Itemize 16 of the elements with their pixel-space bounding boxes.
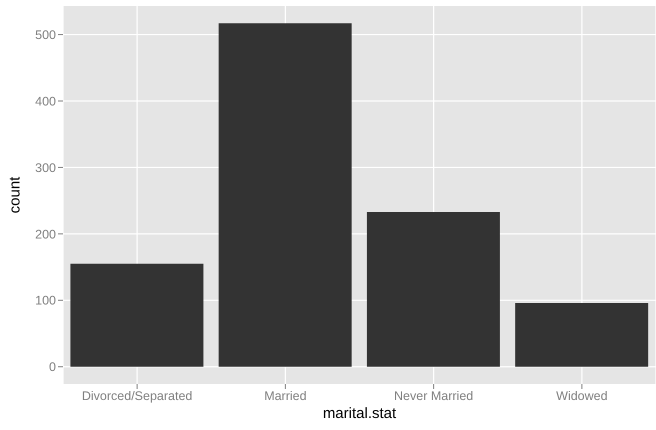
x-tick-label: Divorced/Separated [82,388,192,403]
bar [366,212,500,367]
bar [218,23,352,367]
y-tick-label: 300 [35,160,56,175]
bar [70,264,204,367]
y-tick-label: 100 [35,294,56,308]
x-axis-title: marital.stat [322,405,398,422]
y-tick-label: 0 [49,360,56,374]
x-tick-label: Married [264,388,307,403]
x-tick-label: Widowed [556,388,608,403]
x-tick-label: Never Married [394,388,474,403]
y-axis-title: count [6,176,24,214]
y-tick-label: 200 [35,227,56,242]
bar [515,302,648,367]
y-tick-label: 400 [35,94,56,108]
y-tick-label: 500 [35,28,56,42]
